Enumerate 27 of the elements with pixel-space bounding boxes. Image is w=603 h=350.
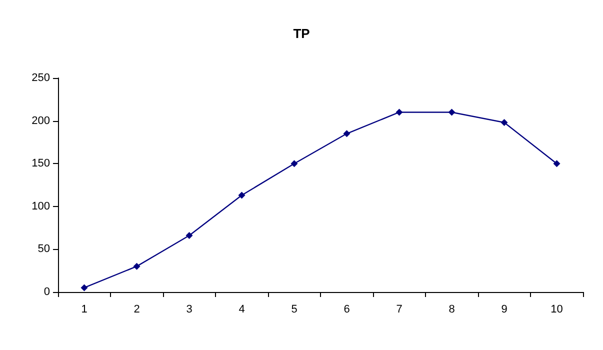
x-tick-label: 7 — [396, 304, 402, 316]
y-tick-label: 150 — [32, 158, 50, 170]
x-tick-label: 6 — [344, 304, 350, 316]
x-tick-label: 5 — [291, 304, 298, 316]
point — [186, 232, 193, 240]
y-tick-label: 0 — [44, 286, 50, 298]
y-tick-label: 250 — [32, 72, 50, 84]
point — [448, 108, 456, 116]
chart-title: TP — [293, 26, 310, 41]
point — [80, 284, 88, 292]
point — [396, 108, 403, 116]
y-tick-label: 100 — [32, 200, 50, 212]
x-tick-label: 1 — [81, 304, 88, 316]
x-tick-label: 8 — [448, 304, 455, 316]
point — [343, 130, 350, 138]
y-tick-label: 200 — [32, 114, 50, 127]
x-tick-label: 9 — [501, 304, 508, 316]
point — [238, 192, 246, 199]
x-tick-label: 3 — [186, 304, 192, 316]
point — [500, 119, 508, 126]
x-tick-label: 4 — [238, 304, 245, 316]
x-tick-label: 2 — [134, 304, 140, 316]
point — [553, 160, 560, 168]
x-tick-label: 10 — [550, 304, 563, 316]
y-tick-label: 50 — [38, 243, 50, 256]
point — [133, 262, 140, 270]
point — [290, 160, 298, 168]
